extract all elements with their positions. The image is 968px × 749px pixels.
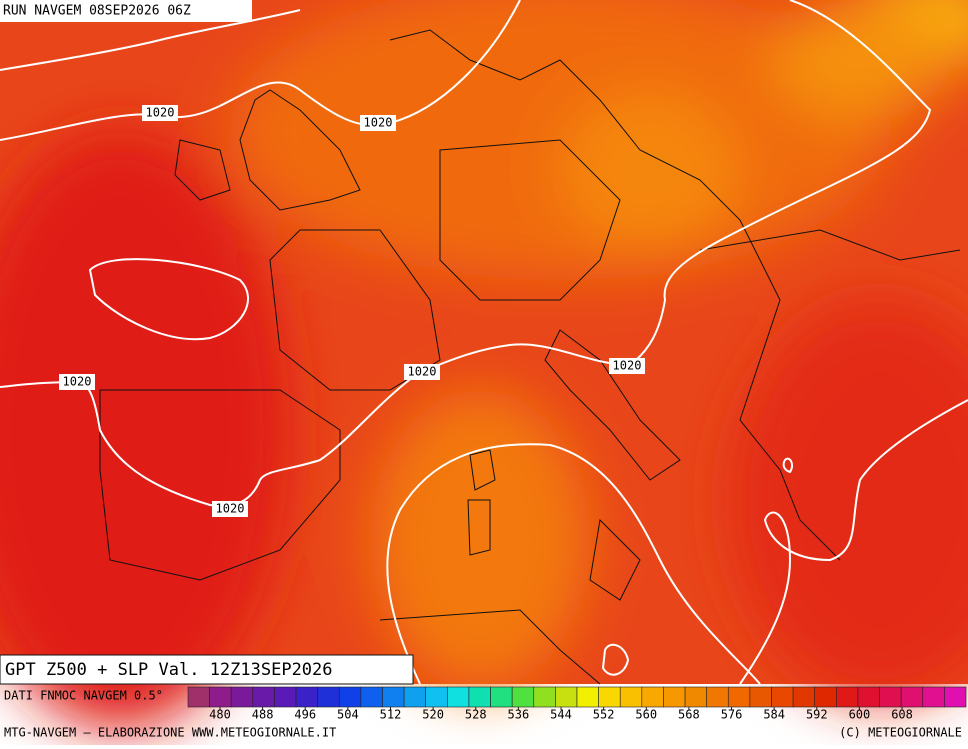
colorbar-tick-label: 576 xyxy=(721,708,743,722)
colorbar-tick-label: 544 xyxy=(550,708,572,722)
colorbar-cell xyxy=(619,686,643,708)
colorbar-tick-label: 584 xyxy=(763,708,785,722)
colorbar-cell xyxy=(836,686,859,708)
isobar-label-box xyxy=(404,364,440,380)
height-field xyxy=(0,0,968,730)
colorbar-tick-label: 528 xyxy=(465,708,487,722)
colorbar-cell xyxy=(857,686,880,708)
colorbar-cell xyxy=(792,686,816,708)
isobar-label: 1020 xyxy=(216,502,245,516)
colorbar-cell xyxy=(900,686,924,708)
colorbar-cell xyxy=(533,686,556,708)
colorbar-cell xyxy=(641,686,664,708)
colorbar-tick-label: 568 xyxy=(678,708,700,722)
data-source: DATI FNMOC NAVGEM 0.5° xyxy=(4,689,163,703)
isobar-label-box xyxy=(360,115,396,131)
colorbar-tick-label: 504 xyxy=(337,708,359,722)
isobar-label-box xyxy=(142,105,178,121)
isobar-label: 1020 xyxy=(364,116,393,130)
colorbar-cell xyxy=(317,686,340,708)
colorbar-tick-label: 600 xyxy=(849,708,871,722)
colorbar-cell xyxy=(684,686,707,708)
colorbar-cell xyxy=(706,686,729,708)
colorbar-cell xyxy=(360,686,383,708)
colorbar-cell xyxy=(382,686,405,708)
colorbar-cell xyxy=(727,686,751,708)
colorbar-cell xyxy=(187,686,210,708)
colorbar-tick-label: 488 xyxy=(252,708,274,722)
isobar-label: 1020 xyxy=(146,106,175,120)
colorbar-tick-label: 512 xyxy=(380,708,402,722)
isobar-label-box xyxy=(212,501,248,517)
colorbar-cell xyxy=(425,686,448,708)
colorbar: DATI FNMOC NAVGEM 0.5° 480 488 496 504 512 52… xyxy=(4,686,967,722)
colorbar-cell xyxy=(403,686,427,708)
colorbar-cell xyxy=(338,686,362,708)
colorbar-tick-label: 560 xyxy=(635,708,657,722)
isobars xyxy=(0,0,932,676)
coastlines xyxy=(99,29,961,685)
isobar-label: 1020 xyxy=(63,375,92,389)
colorbar-cell xyxy=(295,686,318,708)
colorbar-cell xyxy=(576,686,599,708)
isobar-label: 1020 xyxy=(613,359,642,373)
colorbar-cell xyxy=(252,686,275,708)
colorbar-cell xyxy=(944,686,967,708)
colorbar-tick-label: 552 xyxy=(593,708,615,722)
colorbar-cell xyxy=(922,686,945,708)
colorbar-cell xyxy=(598,686,621,708)
colorbar-tick-label: 520 xyxy=(422,708,444,722)
colorbar-cell xyxy=(511,686,535,708)
isobar-label-box xyxy=(59,374,95,390)
title-box xyxy=(0,654,414,685)
map-title: GPT Z500 + SLP Val. 12Z13SEP2026 xyxy=(5,660,333,680)
colorbar-cell xyxy=(879,686,902,708)
colorbar-cell xyxy=(468,686,491,708)
colorbar-cell xyxy=(749,686,772,708)
map: 1020 1020 1020 1020 1020 1020 RUN NAVGEM 08SE… xyxy=(0,0,968,730)
colorbar-cell xyxy=(274,686,297,708)
colorbar-cell xyxy=(209,686,232,708)
colorbar-tick-label: 592 xyxy=(806,708,828,722)
header-box xyxy=(0,0,252,22)
isobar-labels: 1020 1020 1020 1020 1020 1020 xyxy=(59,105,645,517)
isobar-label-box xyxy=(609,358,645,374)
colorbar-tick-label: 496 xyxy=(294,708,316,722)
colorbar-tick-label: 480 xyxy=(209,708,231,722)
footer-right: (C) METEOGIORNALE xyxy=(839,726,962,740)
colorbar-tick-label: 608 xyxy=(891,708,913,722)
footer-left: MTG-NAVGEM – ELABORAZIONE WWW.METEOGIORN… xyxy=(4,726,336,740)
colorbar-cell xyxy=(490,686,513,708)
colorbar-cell xyxy=(555,686,578,708)
colorbar-cell xyxy=(230,686,254,708)
colorbar-cell xyxy=(447,686,470,708)
colorbar-cell xyxy=(663,686,686,708)
isobar-label: 1020 xyxy=(408,365,437,379)
colorbar-cell xyxy=(771,686,794,708)
run-label: RUN NAVGEM 08SEP2026 06Z xyxy=(3,4,191,19)
colorbar-cell xyxy=(814,686,837,708)
colorbar-tick-label: 536 xyxy=(508,708,530,722)
